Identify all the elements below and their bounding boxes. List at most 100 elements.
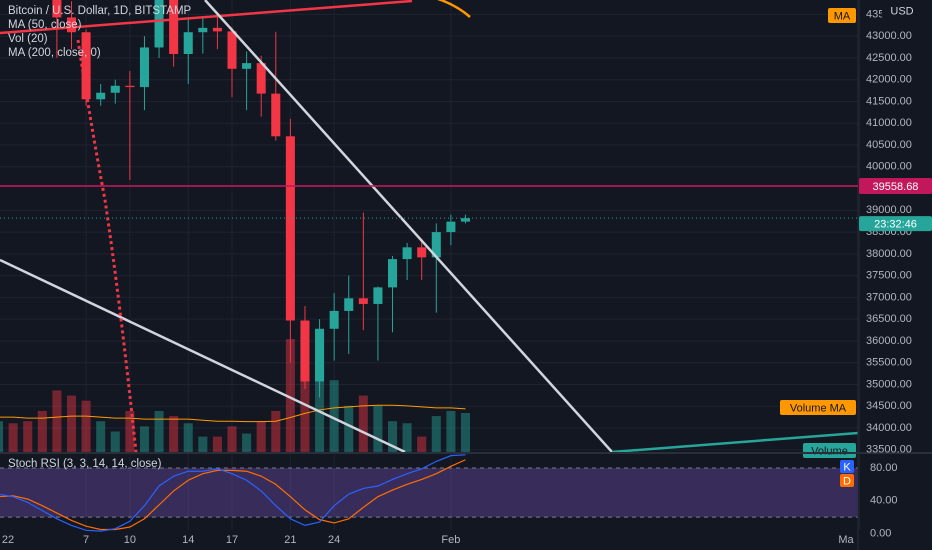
volume-bar bbox=[37, 410, 47, 452]
indicator-label: MA (200, close, 0) bbox=[8, 47, 101, 59]
volume-bar bbox=[110, 431, 120, 452]
candle-body bbox=[271, 93, 281, 137]
volume-bar bbox=[373, 405, 383, 452]
y-tick-label: 34000.00 bbox=[866, 422, 912, 434]
volume-ma-tag-box bbox=[780, 400, 856, 415]
volume-bar bbox=[271, 410, 281, 452]
candle-body bbox=[66, 17, 77, 33]
x-tick-label: 7 bbox=[83, 534, 89, 546]
y-tick-label: 41500.00 bbox=[866, 95, 912, 107]
y-tick-label: 36000.00 bbox=[866, 335, 912, 347]
pane-separator bbox=[0, 452, 858, 454]
candle-body bbox=[169, 0, 179, 54]
candle-layer bbox=[52, 0, 471, 398]
volume-bar bbox=[198, 436, 208, 452]
y-tick-label: 43000.00 bbox=[866, 30, 912, 42]
y-tick-label: 37000.00 bbox=[866, 291, 912, 303]
volume-bar bbox=[227, 426, 237, 452]
x-tick-label: Ma bbox=[838, 534, 854, 546]
volume-bar bbox=[23, 421, 33, 452]
volume-bar bbox=[358, 395, 368, 452]
y-tick-label: 0.00 bbox=[870, 527, 891, 539]
volume-bar bbox=[431, 416, 441, 452]
stoch-d-line bbox=[0, 459, 466, 531]
y-tick-label: 35500.00 bbox=[866, 357, 912, 369]
candle-body bbox=[198, 27, 208, 33]
volume-tag: Volume bbox=[811, 445, 848, 457]
ma200-line bbox=[76, 39, 138, 452]
x-tick-label: 17 bbox=[226, 534, 238, 546]
y-tick-label: 33500.00 bbox=[866, 444, 912, 456]
y-tick-label: 36500.00 bbox=[866, 313, 912, 325]
y-tick-label: 39000.00 bbox=[866, 204, 912, 216]
candle-body bbox=[431, 232, 441, 258]
candle-body bbox=[110, 85, 120, 93]
candle-body bbox=[154, 0, 164, 48]
x-tick-label: 21 bbox=[284, 534, 296, 546]
volume-bar bbox=[139, 426, 149, 452]
ma-tag: MA bbox=[834, 10, 851, 22]
candle-body bbox=[446, 221, 456, 233]
stoch-pane bbox=[0, 454, 858, 532]
volume-bar bbox=[81, 400, 91, 452]
volume-bar bbox=[460, 413, 471, 452]
y-tick-label: 40500.00 bbox=[866, 139, 912, 151]
volume-bar bbox=[285, 339, 295, 452]
k-tag-box bbox=[840, 460, 854, 473]
candle-body bbox=[96, 92, 106, 100]
countdown-label: 23:32:46 bbox=[874, 219, 917, 231]
volume-bar bbox=[402, 423, 412, 452]
volume-bar bbox=[52, 390, 62, 452]
candle-body bbox=[125, 85, 135, 88]
candle-body bbox=[373, 287, 383, 304]
stoch-band bbox=[0, 467, 858, 518]
candle-body bbox=[460, 218, 471, 222]
countdown-label-box bbox=[859, 216, 932, 232]
candle-body bbox=[256, 63, 266, 94]
volume-bar bbox=[387, 421, 398, 452]
ma-tag-box bbox=[828, 8, 856, 23]
trend-line bbox=[0, 0, 413, 35]
volume-ma-line bbox=[0, 404, 466, 423]
indicator-label: Vol (20) bbox=[8, 33, 48, 45]
stoch-k-line bbox=[0, 454, 466, 532]
indicator-label: MA (50, close) bbox=[8, 19, 82, 31]
y-tick-label: 35000.00 bbox=[866, 378, 912, 390]
candle-body bbox=[329, 310, 339, 329]
candle-body bbox=[387, 259, 398, 288]
candle-body bbox=[52, 0, 62, 18]
legend: Bitcoin / U.S. Dollar, 1D, BITSTAMP MA (… bbox=[8, 5, 192, 470]
volume-bar bbox=[344, 405, 354, 452]
volume-layer bbox=[0, 334, 471, 452]
y-tick-label: 40000.00 bbox=[866, 161, 912, 173]
volume-bar bbox=[212, 436, 222, 452]
candle-body bbox=[344, 298, 354, 311]
trend-line bbox=[611, 431, 858, 452]
d-tag: D bbox=[843, 475, 851, 487]
y-tick-label: 40.00 bbox=[870, 495, 898, 507]
volume-bar bbox=[417, 436, 427, 452]
x-tick-label: 10 bbox=[124, 534, 136, 546]
k-tag: K bbox=[843, 461, 851, 473]
candle-body bbox=[402, 247, 412, 260]
volume-bar bbox=[125, 410, 135, 452]
candle-body bbox=[139, 47, 149, 88]
candle-body bbox=[212, 27, 222, 32]
volume-bar bbox=[154, 410, 164, 452]
y-tick-label: 80.00 bbox=[870, 462, 898, 474]
trend-line bbox=[0, 258, 406, 452]
candle-body bbox=[183, 32, 193, 54]
volume-ma-tag: Volume MA bbox=[790, 402, 847, 414]
trend-line bbox=[204, 0, 613, 452]
price-line-label: 39558.68 bbox=[873, 181, 919, 193]
x-tick-label: 22 bbox=[2, 534, 14, 546]
candle-body bbox=[300, 320, 310, 382]
currency-label-box bbox=[882, 3, 922, 18]
stoch-title: Stoch RSI (3, 3, 14, 14, close) bbox=[8, 458, 162, 470]
volume-bar bbox=[315, 359, 325, 452]
candle-body bbox=[227, 31, 237, 69]
price-pane bbox=[0, 0, 858, 452]
x-tick-label: 14 bbox=[182, 534, 194, 546]
